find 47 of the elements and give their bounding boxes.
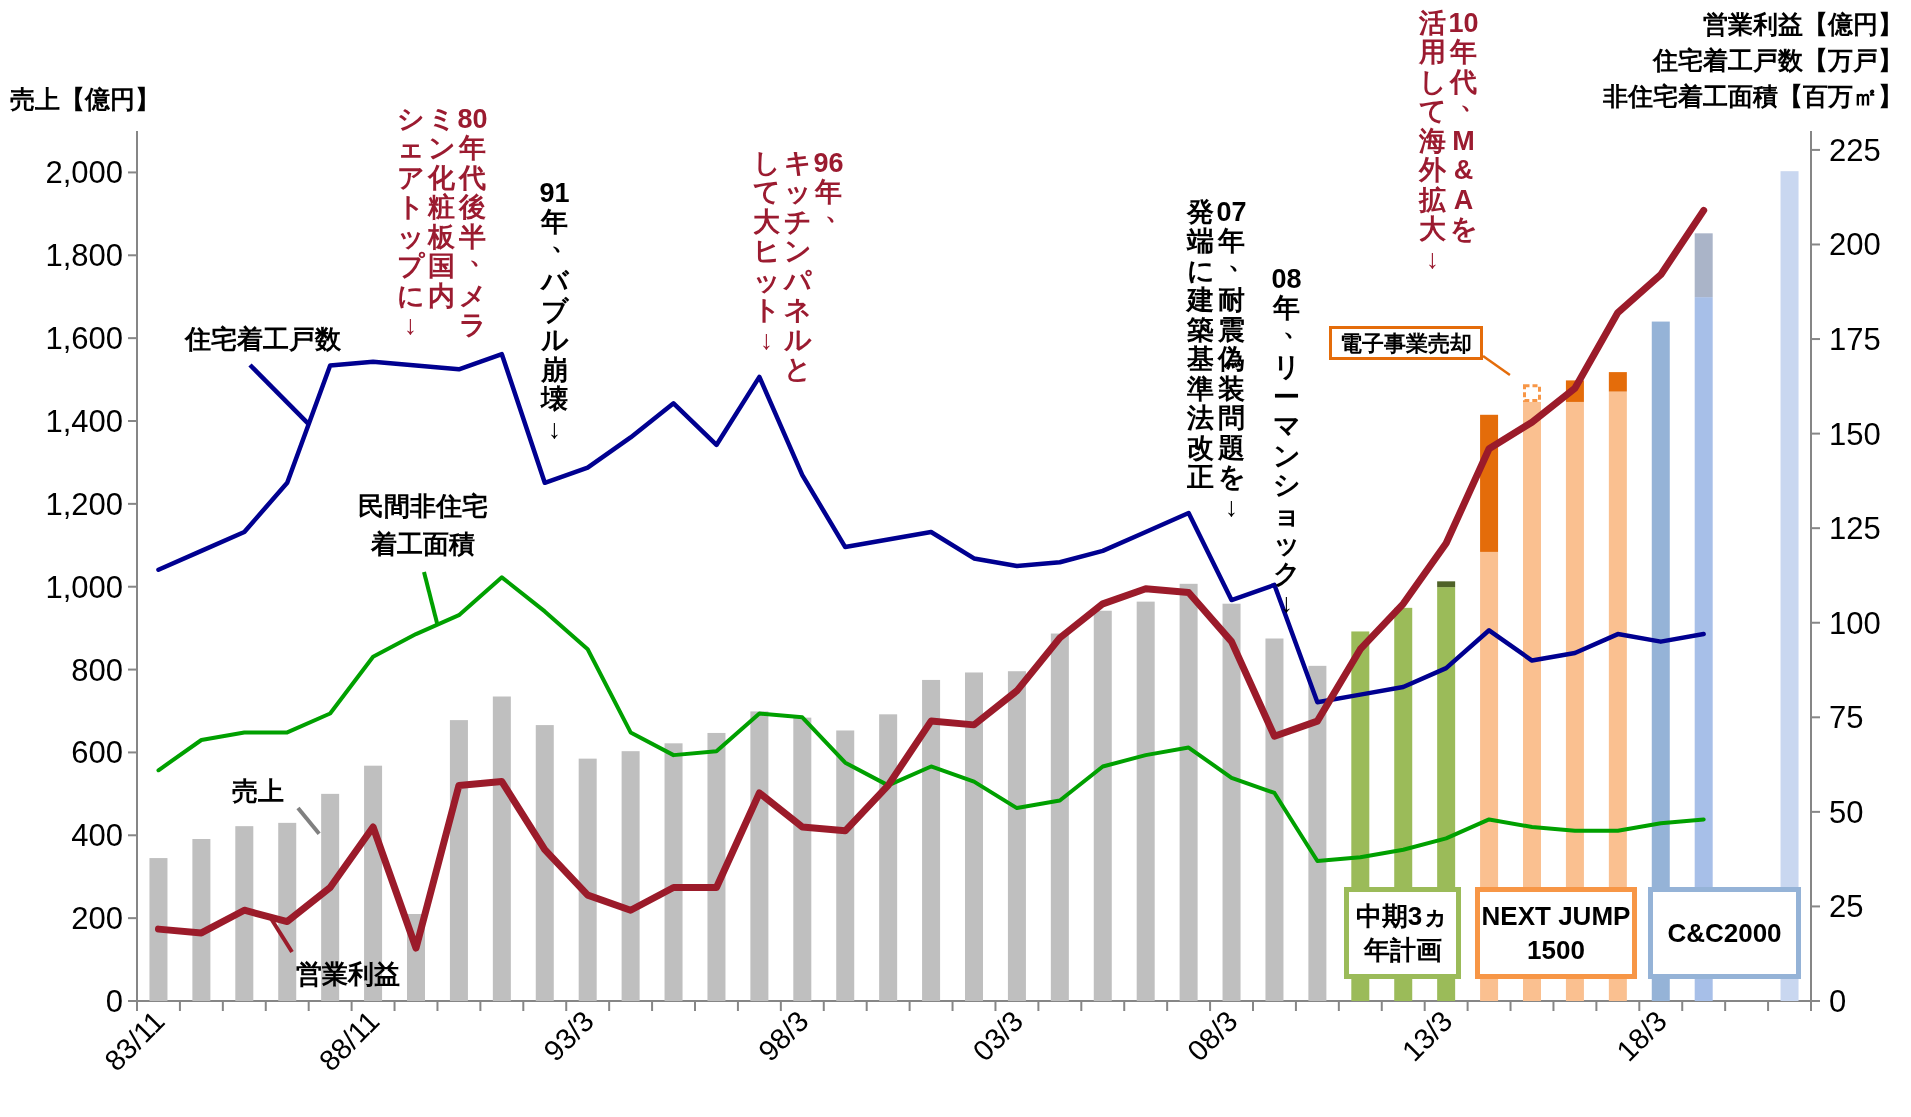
y-axis-title: 売上【億円】	[10, 85, 160, 113]
x-tick-label: 08/3	[1181, 1004, 1244, 1068]
y-tick-label: 0	[105, 984, 123, 1019]
y-tick-label: 2,000	[45, 155, 123, 191]
y2-tick-label: 50	[1829, 794, 1864, 830]
annotation: 電子事業売却	[1340, 330, 1472, 356]
y2-tick-label: 75	[1829, 700, 1864, 736]
series-label: 民間非住宅着工面積	[358, 491, 488, 559]
y2-tick-label: 25	[1829, 889, 1864, 925]
annotation: キッチンパネルと	[783, 147, 812, 385]
annotation: 07年、耐震偽装問題を↓	[1216, 196, 1255, 522]
y2-tick-label: 100	[1829, 605, 1881, 641]
annotation: 発端に建築基準法改正	[1186, 196, 1215, 493]
y-tick-label: 1,800	[45, 238, 123, 274]
y-tick-label: 200	[71, 901, 123, 937]
annotation: 91年、バブル崩壊↓	[539, 177, 578, 444]
y2-tick-label: 125	[1829, 511, 1881, 547]
y2-tick-label: 200	[1829, 227, 1881, 263]
y-tick-label: 400	[71, 818, 123, 854]
y2-axis-title: 営業利益【億円】住宅着工戸数【万戸】非住宅着工面積【百万㎡】	[1602, 10, 1903, 110]
annotation: 10年代、M&Aを	[1448, 7, 1487, 245]
x-tick-label: 93/3	[537, 1004, 600, 1068]
annotation: 96年、	[813, 147, 852, 225]
legend-label: 営業利益	[296, 959, 400, 989]
annotation: NEXT JUMP 1500	[1481, 901, 1631, 966]
annotation: して大ヒット↓	[752, 147, 781, 355]
y-tick-label: 1,000	[45, 569, 123, 605]
annotation: C&C2000	[1667, 918, 1782, 949]
annotation: シェアトップに↓	[396, 103, 425, 341]
annotation: 80年代後半、メラ	[457, 103, 496, 341]
x-tick-label: 03/3	[966, 1004, 1030, 1068]
y-tick-label: 1,200	[45, 486, 123, 522]
y-tick-label: 600	[71, 735, 123, 771]
annotation: 活用して海外拡大↓	[1418, 7, 1447, 274]
annotation: 中期3ヵ年計画	[1355, 901, 1450, 966]
y2-tick-label: 150	[1829, 416, 1881, 452]
y-tick-label: 800	[71, 652, 123, 688]
y-tick-label: 1,600	[45, 321, 123, 357]
x-tick-label: 98/3	[752, 1004, 815, 1068]
series-label: 住宅着工戸数	[184, 324, 342, 354]
y2-tick-label: 0	[1829, 984, 1847, 1019]
annotation: ミン化粧板国内	[427, 103, 456, 311]
series-label: 売上	[232, 776, 284, 806]
y-tick-label: 1,400	[45, 404, 123, 439]
y2-tick-label: 225	[1829, 132, 1881, 168]
y2-tick-label: 175	[1829, 322, 1881, 358]
annotation: 08年、リーマンショック↓	[1271, 263, 1310, 619]
